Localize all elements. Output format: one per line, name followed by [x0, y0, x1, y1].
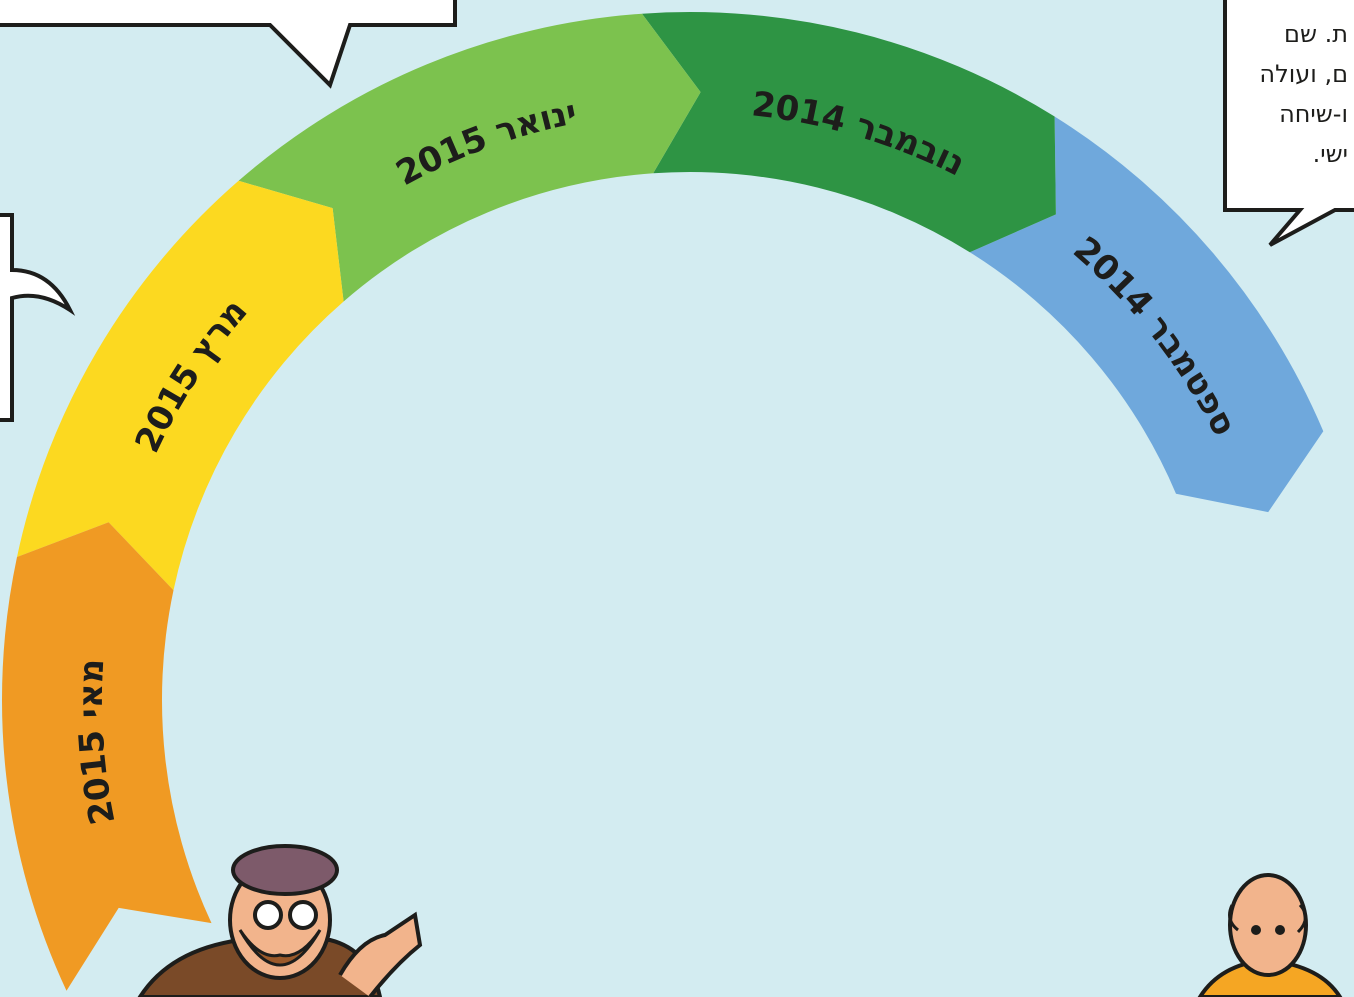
- scene: ספטמבר 2014נובמבר 2014ינואר 2015מרץ 2015…: [0, 0, 1354, 997]
- bubble-line: ו-שיחה: [1279, 100, 1348, 128]
- bubble-line: ם, ועולה: [1259, 60, 1348, 88]
- bubble-line: ת. שם: [1284, 20, 1348, 48]
- bubble-line: ישי.: [1313, 140, 1348, 168]
